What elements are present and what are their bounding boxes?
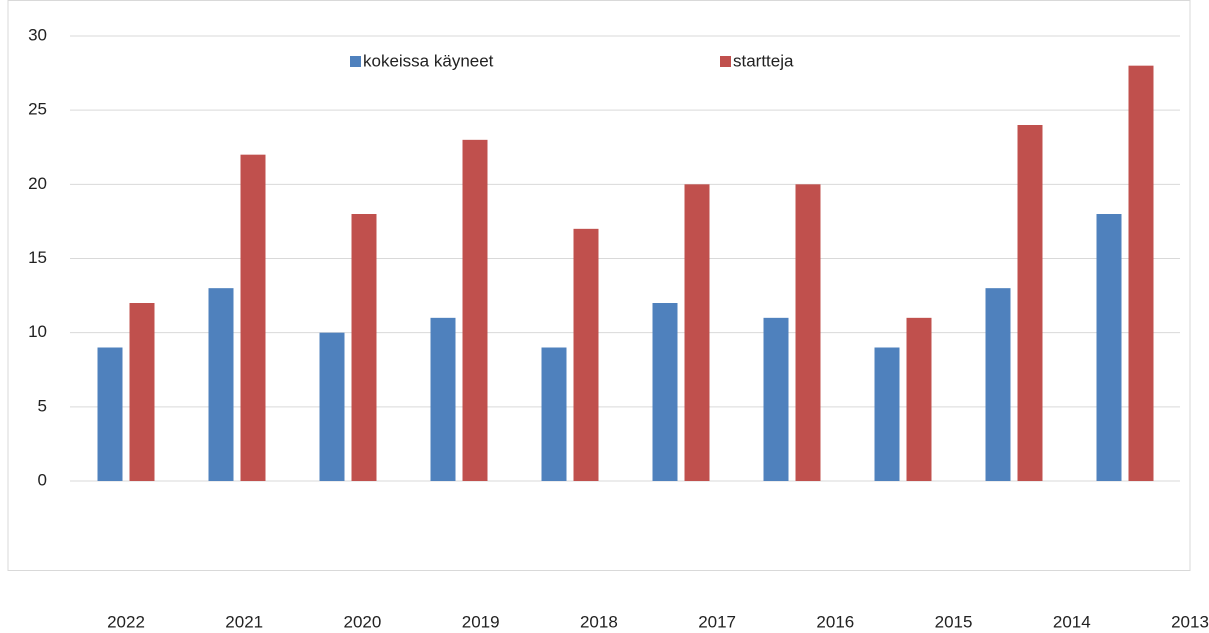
bar [208,288,234,481]
x-tick-label: 2020 [344,612,382,631]
bar [319,332,345,481]
y-tick-label: 30 [28,25,47,44]
bar [430,317,456,481]
legend-swatch [350,56,361,67]
bar [763,317,789,481]
legend-label: startteja [733,51,794,70]
chart-frame [7,0,1191,571]
bar [652,303,678,481]
bar [985,288,1011,481]
bar [541,347,567,481]
x-tick-label: 2015 [935,612,973,631]
x-tick-label: 2013 [1171,612,1209,631]
bar [240,154,266,481]
bar [874,347,900,481]
bar [1096,214,1122,481]
bar [1017,125,1043,481]
bar [351,214,377,481]
y-tick-label: 15 [28,248,47,267]
bar [97,347,123,481]
y-tick-label: 20 [28,174,47,193]
x-tick-label: 2016 [816,612,854,631]
bar [795,184,821,482]
x-tick-label: 2021 [225,612,263,631]
bar [462,139,488,482]
y-tick-label: 0 [38,470,47,489]
x-tick-label: 2017 [698,612,736,631]
y-tick-label: 5 [38,396,47,415]
bar [1128,65,1154,482]
bar [906,317,932,481]
x-tick-label: 2022 [107,612,145,631]
bar [573,228,599,481]
legend-swatch [720,56,731,67]
y-tick-label: 10 [28,322,47,341]
x-tick-label: 2014 [1053,612,1091,631]
y-tick-label: 25 [28,100,47,119]
bar [129,303,155,481]
x-tick-label: 2019 [462,612,500,631]
bar [684,184,710,482]
x-tick-label: 2018 [580,612,618,631]
legend-label: kokeissa käyneet [363,51,494,70]
